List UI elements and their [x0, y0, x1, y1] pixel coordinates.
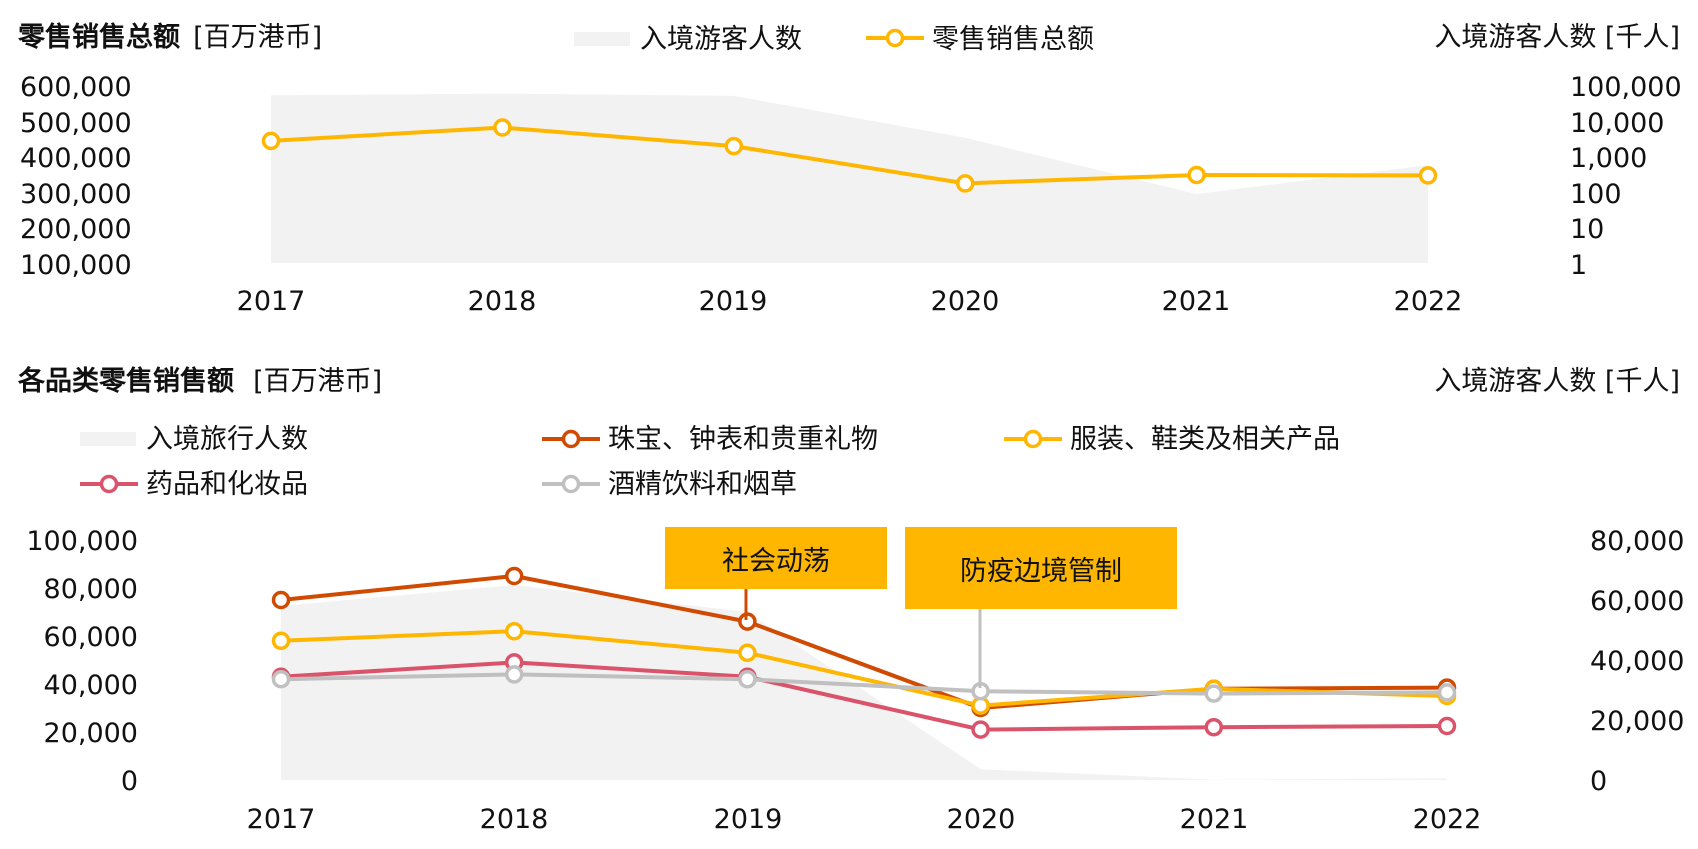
bottom-ytick: 100,000	[26, 526, 138, 557]
bottom-legend-clothing: 服装、鞋类及相关产品	[1070, 424, 1340, 455]
bottom-title-unit: [百万港币]	[253, 366, 382, 397]
bottom-legend-jewelry-marker	[561, 429, 581, 449]
top-y2tick: 10	[1570, 214, 1604, 245]
bottom-point-series-4	[271, 669, 291, 689]
bottom-legend-clothing-marker	[1023, 429, 1043, 449]
top-xtick: 2018	[468, 286, 537, 317]
bottom-y2tick: 60,000	[1590, 586, 1684, 617]
top-xtick: 2020	[931, 286, 1000, 317]
top-point-series-1	[493, 118, 512, 137]
top-point-series-1	[1418, 166, 1438, 185]
bottom-legend-cosmetics: 药品和化妆品	[146, 469, 308, 500]
bottom-point-series-2	[504, 621, 524, 641]
bottom-xtick: 2019	[714, 804, 783, 835]
bottom-xtick: 2021	[1180, 804, 1249, 835]
top-y2tick: 100	[1570, 179, 1622, 210]
top-point-series-1	[261, 131, 281, 151]
top-legend-retail: 零售销售总额	[932, 24, 1094, 55]
bottom-point-series-3	[1437, 716, 1457, 736]
top-xtick: 2019	[699, 286, 768, 317]
chart-top: 零售销售总额 [百万港币] 入境游客人数 [千人] 入境游客人数 零售销售总额 …	[17, 21, 1682, 317]
top-y2tick: 1	[1570, 250, 1587, 281]
bottom-legend-jewelry: 珠宝、钟表和贵重礼物	[608, 424, 878, 455]
bottom-ytick: 20,000	[44, 718, 138, 749]
top-ytick: 600,000	[20, 72, 132, 103]
bottom-title: 各品类零售销售额	[17, 365, 234, 397]
top-legend-visitors: 入境游客人数	[640, 24, 802, 55]
bottom-legend-cosmetics-marker	[99, 474, 119, 494]
bottom-line-series-2	[280, 629, 1448, 708]
chart-bottom: 各品类零售销售额 [百万港币] 入境游客人数 [千人] 入境旅行人数 珠宝、钟表…	[17, 365, 1684, 835]
bottom-line-series-3	[280, 660, 1448, 732]
top-xtick: 2021	[1162, 286, 1231, 317]
bottom-y2tick: 40,000	[1590, 646, 1684, 677]
bottom-y2tick: 80,000	[1590, 526, 1684, 557]
bottom-legend-alcohol: 酒精饮料和烟草	[608, 469, 797, 500]
bottom-legend-alcohol-marker	[561, 474, 581, 494]
top-ytick: 200,000	[20, 214, 132, 245]
svg-text:各品类零售销售额 [百万港币]: 各品类零售销售额 [百万港币]	[17, 365, 382, 397]
bottom-point-series-2	[738, 643, 757, 663]
top-line-series-1	[270, 125, 1429, 186]
top-y2-title: 入境游客人数 [千人]	[1434, 22, 1680, 53]
top-ytick: 400,000	[20, 143, 132, 174]
bottom-point-series-3	[1204, 717, 1224, 737]
bottom-point-series-1	[504, 566, 524, 586]
bottom-legend-area-swatch	[80, 432, 136, 446]
callout-unrest-box	[665, 527, 887, 589]
top-point-series-1	[1187, 165, 1206, 185]
top-y2tick: 10,000	[1570, 108, 1664, 139]
bottom-xtick: 2020	[947, 804, 1016, 835]
bottom-xtick: 2022	[1413, 804, 1482, 835]
bottom-ytick: 40,000	[44, 670, 138, 701]
callout-border-box	[905, 527, 1177, 609]
bottom-plot-area	[271, 566, 1457, 780]
bottom-ytick: 0	[121, 766, 138, 797]
top-plot-area	[261, 93, 1438, 263]
bottom-legend-visitors: 入境旅行人数	[146, 424, 308, 455]
top-legend-marker	[885, 28, 905, 48]
top-ytick: 100,000	[20, 250, 132, 281]
bottom-ytick: 60,000	[44, 622, 138, 653]
callout-border-label: 防疫边境管制	[960, 556, 1122, 587]
top-point-series-1	[955, 174, 975, 193]
bottom-point-series-4	[1437, 683, 1457, 702]
svg-text:零售销售总额 [百万港币]: 零售销售总额 [百万港币]	[17, 21, 322, 53]
top-legend-area-swatch	[574, 32, 630, 46]
bottom-xtick: 2018	[480, 804, 549, 835]
bottom-xtick: 2017	[247, 804, 316, 835]
top-point-series-1	[724, 136, 744, 156]
bottom-y2-title: 入境游客人数 [千人]	[1434, 366, 1680, 397]
bottom-point-series-1	[271, 590, 291, 610]
top-area-visitors	[271, 93, 1428, 263]
bottom-point-series-3	[971, 720, 990, 739]
top-title: 零售销售总额	[17, 21, 180, 53]
bottom-point-series-2	[271, 631, 291, 651]
top-title-unit: [百万港币]	[193, 22, 322, 53]
bottom-y2tick: 20,000	[1590, 706, 1684, 737]
bottom-point-series-4	[1204, 684, 1224, 703]
bottom-ytick: 80,000	[44, 574, 138, 605]
bottom-point-series-4	[738, 669, 757, 689]
top-xtick: 2017	[237, 286, 306, 317]
top-y2tick: 1,000	[1570, 143, 1647, 174]
top-y2tick: 100,000	[1570, 72, 1682, 103]
top-xtick: 2022	[1394, 286, 1463, 317]
bottom-point-series-4	[504, 665, 524, 684]
bottom-area-visitors	[281, 585, 1447, 780]
bottom-y2tick: 0	[1590, 766, 1607, 797]
callout-unrest-label: 社会动荡	[722, 546, 830, 577]
top-ytick: 300,000	[20, 179, 132, 210]
top-ytick: 500,000	[20, 108, 132, 139]
bottom-line-series-4	[280, 672, 1448, 696]
